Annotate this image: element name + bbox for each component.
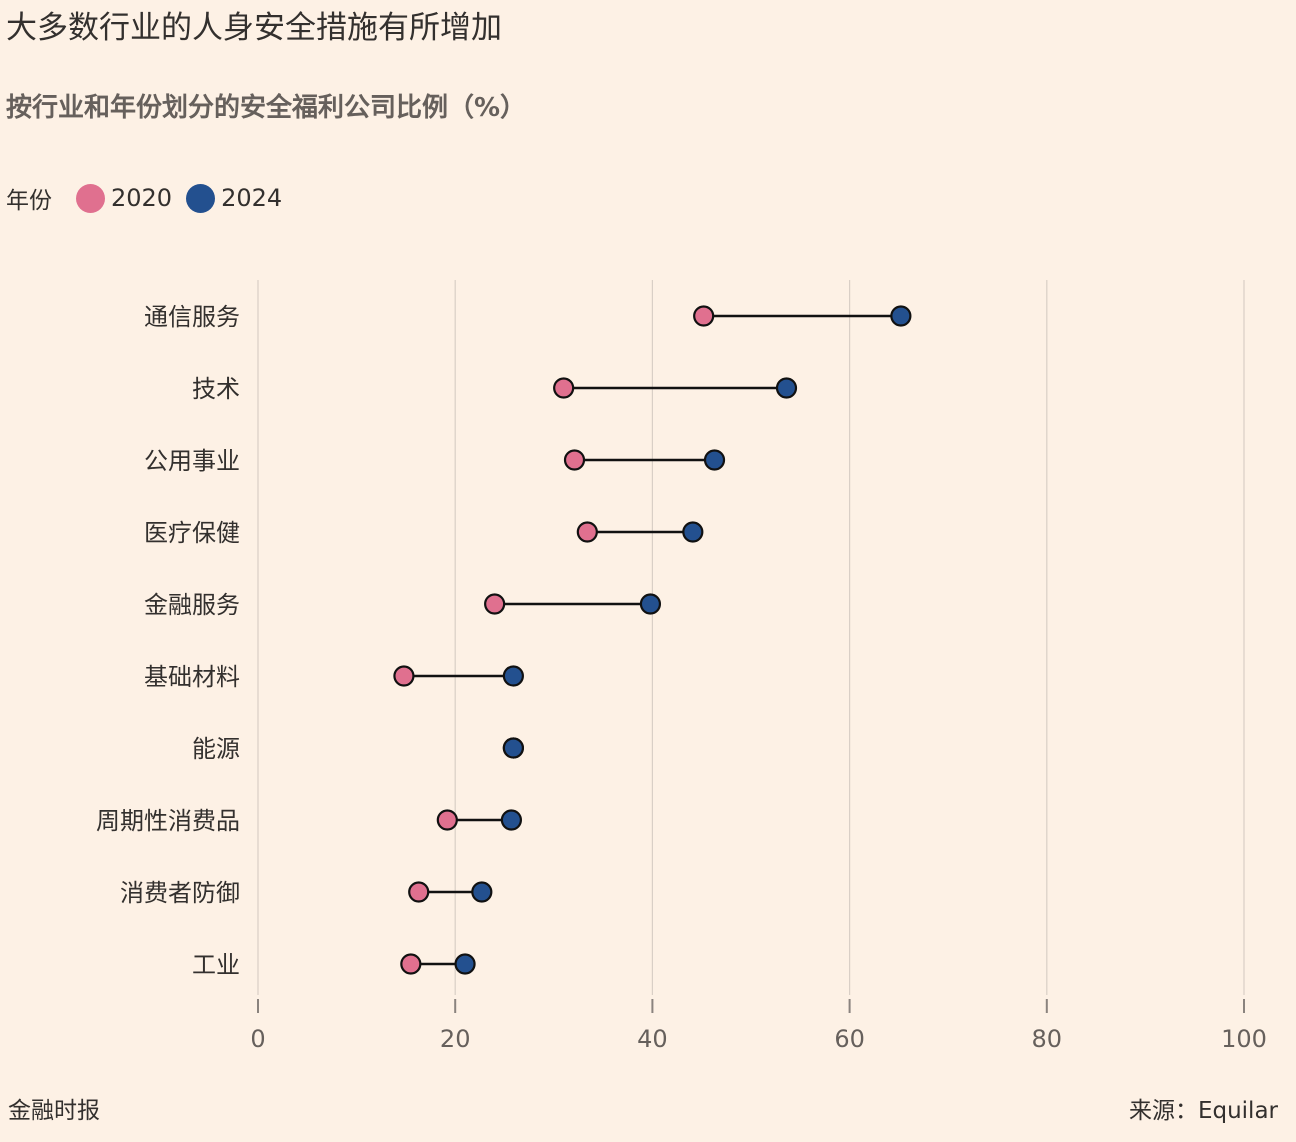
- dot-2024-4: [639, 593, 662, 615]
- legend-title: 年份: [6, 188, 52, 214]
- dot-2024-3: [682, 521, 704, 543]
- x-tick-label-100: 100: [1221, 1025, 1267, 1053]
- x-tick-label-60: 60: [834, 1025, 865, 1053]
- x-tick-label-0: 0: [250, 1025, 265, 1053]
- category-label-7: 周期性消费品: [96, 807, 240, 835]
- legend-label-2024: 2024: [221, 184, 283, 212]
- dot-2024-6: [502, 737, 524, 759]
- chart-title: 大多数行业的人身安全措施有所增加: [6, 10, 502, 46]
- x-tick-label-80: 80: [1032, 1025, 1063, 1053]
- chart-subtitle: 按行业和年份划分的安全福利公司比例（%）: [6, 93, 527, 123]
- category-label-8: 消费者防御: [120, 879, 240, 907]
- dot-2024-1: [775, 377, 798, 399]
- dot-2024-8: [471, 881, 493, 903]
- dot-2024-7: [500, 809, 523, 831]
- dot-plot-chart: 0 20 40 60 80 100 通信服务技术公用事业医疗保健金融服务基础材料能源周期性消…: [96, 280, 1267, 1053]
- source-note: 来源：Equilar: [1128, 1098, 1278, 1124]
- dot-2024-2: [703, 449, 726, 471]
- category-label-6: 能源: [192, 735, 240, 763]
- legend-swatch-2024: [186, 183, 216, 213]
- category-label-5: 基础材料: [144, 663, 240, 691]
- dot-2020-4: [484, 593, 506, 615]
- legend-item-2020: 2020: [76, 183, 173, 213]
- x-tick-label-40: 40: [637, 1025, 668, 1053]
- dot-2024-9: [454, 953, 476, 975]
- legend-item-2024: 2024: [186, 183, 283, 213]
- dot-2020-9: [400, 953, 422, 975]
- category-label-3: 医疗保健: [144, 519, 240, 547]
- dot-2020-3: [576, 521, 598, 543]
- category-label-4: 金融服务: [144, 591, 240, 619]
- dot-2020-8: [408, 881, 430, 903]
- category-label-1: 技术: [192, 375, 240, 403]
- category-label-2: 公用事业: [144, 447, 240, 475]
- dot-2020-0: [693, 305, 715, 327]
- dot-2020-5: [393, 665, 415, 687]
- dot-2020-7: [436, 809, 458, 831]
- x-tick-label-20: 20: [440, 1025, 471, 1053]
- category-label-9: 工业: [192, 951, 240, 979]
- publisher-credit: 金融时报: [8, 1098, 100, 1124]
- legend: 年份 2020 2024: [6, 178, 296, 218]
- dot-2024-0: [890, 305, 912, 327]
- dot-2020-1: [553, 377, 575, 399]
- legend-swatch-2020: [76, 183, 105, 213]
- legend-label-2020: 2020: [111, 184, 173, 212]
- category-label-0: 通信服务: [144, 303, 240, 331]
- dot-2024-5: [502, 665, 524, 687]
- dot-2020-2: [563, 449, 586, 471]
